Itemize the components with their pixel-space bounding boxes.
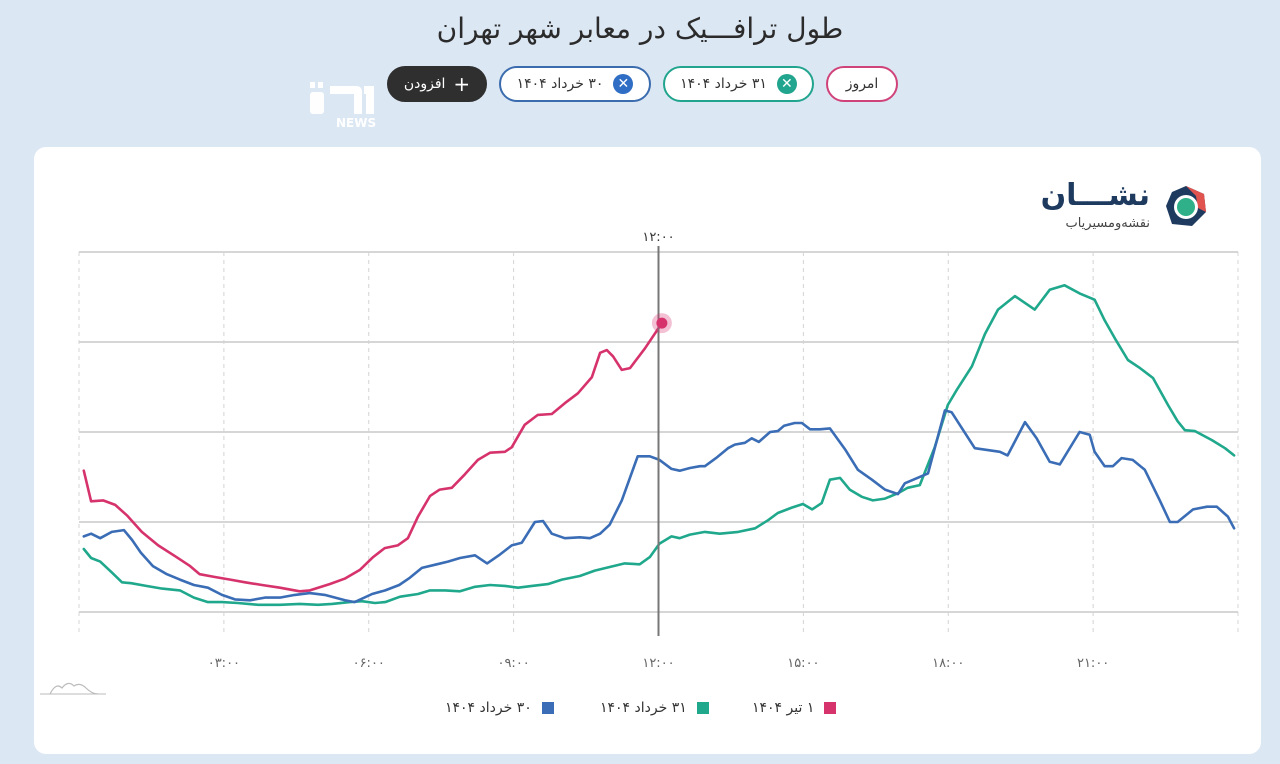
- neshan-logo-icon: [1166, 186, 1206, 226]
- series-line-tir1[interactable]: [82, 321, 664, 593]
- legend-label: ۳۱ خرداد ۱۴۰۴: [600, 700, 687, 716]
- chart-legend: ۱ تیر ۱۴۰۴ ۳۱ خرداد ۱۴۰۴ ۳۰ خرداد ۱۴۰۴: [0, 700, 1280, 722]
- add-date-label: افزودن: [403, 76, 446, 92]
- chart-card: [34, 147, 1261, 754]
- chip-khordad-31[interactable]: ✕ ۳۱ خرداد ۱۴۰۴: [663, 66, 814, 102]
- hover-crosshair: [651, 246, 672, 636]
- chip-khordad-30-label: ۳۰ خرداد ۱۴۰۴: [516, 76, 604, 92]
- legend-swatch: [541, 702, 554, 714]
- x-tick-label: ۰۹:۰۰: [497, 656, 530, 671]
- x-tick-label: ۱۲:۰۰: [642, 656, 675, 671]
- add-date-button[interactable]: + افزودن: [387, 66, 487, 102]
- legend-item-khordad30[interactable]: ۳۰ خرداد ۱۴۰۴: [445, 700, 554, 716]
- chart-series: [82, 283, 1236, 607]
- legend-label: ۳۰ خرداد ۱۴۰۴: [445, 700, 532, 716]
- page-title: طول ترافـــیک در معابر شهر تهران: [436, 12, 844, 45]
- neshan-brand: نشـــان نقشه‌ومسیریاب: [1040, 178, 1210, 238]
- plus-icon: +: [453, 72, 471, 96]
- date-filter-chips: امروز ✕ ۳۱ خرداد ۱۴۰۴ ✕ ۳۰ خرداد ۱۴۰۴ + …: [387, 66, 898, 106]
- close-icon[interactable]: ✕: [776, 74, 797, 94]
- series-line-khordad30[interactable]: [82, 409, 1236, 604]
- legend-label: ۱ تیر ۱۴۰۴: [752, 700, 815, 716]
- close-icon[interactable]: ✕: [613, 74, 634, 94]
- brand-subtitle: نقشه‌ومسیریاب: [1065, 216, 1150, 231]
- watermark-text: NEWS: [336, 116, 377, 130]
- watermark-logo-icon: [310, 82, 374, 114]
- legend-item-tir1[interactable]: ۱ تیر ۱۴۰۴: [752, 700, 837, 716]
- mini-chart-icon[interactable]: [40, 676, 108, 698]
- brand-name: نشـــان: [1040, 178, 1150, 213]
- x-tick-label: ۲۱:۰۰: [1076, 656, 1110, 671]
- end-marker[interactable]: [656, 317, 668, 329]
- series-line-khordad31[interactable]: [82, 283, 1236, 607]
- x-tick-label: ۰۳:۰۰: [207, 656, 241, 671]
- chip-today-label: امروز: [845, 76, 879, 92]
- chip-today[interactable]: امروز: [826, 66, 898, 102]
- news-watermark: NEWS: [308, 80, 380, 132]
- legend-swatch: [824, 702, 837, 714]
- chip-khordad-30[interactable]: ✕ ۳۰ خرداد ۱۴۰۴: [499, 66, 651, 102]
- x-tick-label: ۱۵:۰۰: [787, 656, 820, 671]
- x-tick-label: ۱۸:۰۰: [932, 656, 965, 671]
- hover-time-label: ۱۲:۰۰: [642, 230, 675, 245]
- x-tick-label: ۰۶:۰۰: [352, 656, 385, 671]
- legend-item-khordad31[interactable]: ۳۱ خرداد ۱۴۰۴: [600, 700, 709, 716]
- legend-swatch: [696, 702, 709, 714]
- chip-khordad-31-label: ۳۱ خرداد ۱۴۰۴: [680, 76, 767, 92]
